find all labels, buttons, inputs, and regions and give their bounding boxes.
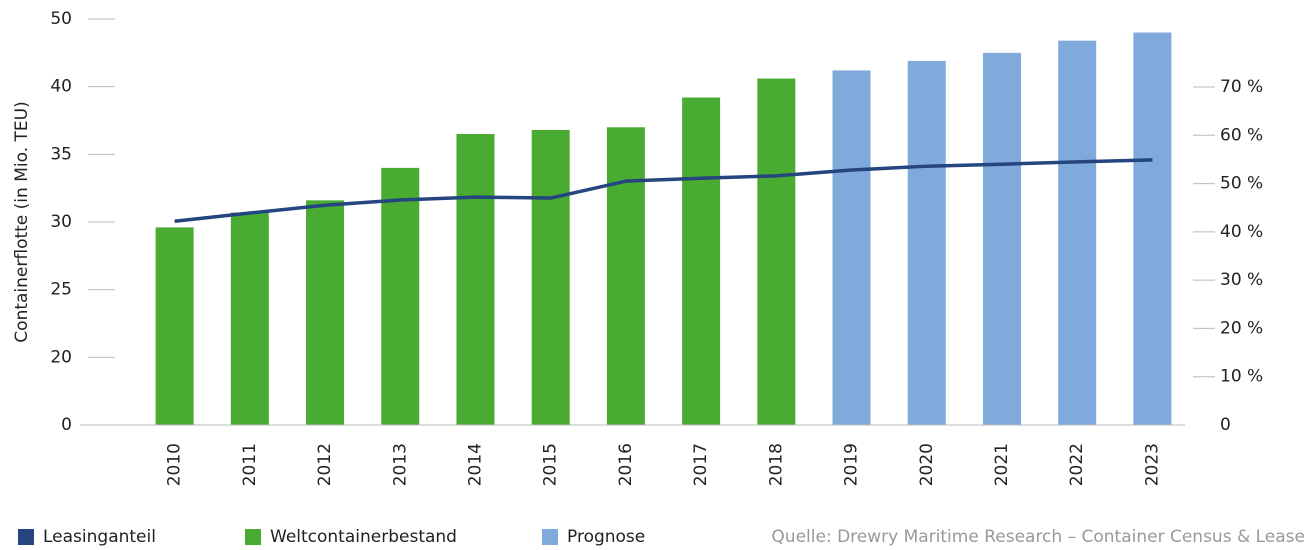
x-tick-label: 2010 [165,443,185,486]
bar [456,134,495,426]
x-tick-label: 2021 [992,443,1012,486]
x-tick-label: 2014 [465,443,485,486]
bar [606,127,645,426]
y-tick-label: 40 [50,77,72,97]
x-tick-label: 2020 [917,443,937,486]
bar [1058,40,1097,426]
y-tick-label: 25 [50,280,72,300]
legend-label: Weltcontainerbestand [270,527,457,547]
y2-tick-label: 20 % [1220,318,1263,338]
x-tick-label: 2022 [1067,443,1087,486]
x-tick-label: 2016 [616,443,636,486]
y-tick-label: 20 [50,347,72,367]
y2-tick-label: 50 % [1220,174,1263,194]
y2-tick-label: 10 % [1220,367,1263,387]
bar [531,129,570,425]
bar [1133,32,1172,426]
legend-label: Leasinganteil [43,527,156,547]
x-tick-label: 2018 [766,443,786,486]
bar [155,227,194,425]
y-tick-label: 50 [50,9,72,29]
x-tick-label: 2017 [691,443,711,486]
x-tick-label: 2019 [842,443,862,486]
x-tick-label: 2023 [1142,443,1162,486]
bar [306,200,345,425]
legend-swatch [245,529,261,545]
x-tick-label: 2015 [541,443,561,486]
y-tick-label: 35 [50,144,72,164]
y-axis-label: Containerflotte (in Mio. TEU) [12,101,32,342]
legend-swatch [18,529,34,545]
bar [832,70,871,425]
y-tick-label: 0 [61,415,72,435]
bar [381,167,420,425]
y-tick-label: 30 [50,212,72,232]
y2-tick-label: 60 % [1220,125,1263,145]
bar [230,212,269,425]
x-tick-label: 2011 [240,443,260,486]
bar [757,78,796,426]
legend-swatch [542,529,558,545]
y2-tick-label: 40 % [1220,222,1263,242]
x-tick-label: 2013 [390,443,410,486]
y2-tick-label: 30 % [1220,270,1263,290]
bar [982,52,1021,425]
x-tick-label: 2012 [315,443,335,486]
legend-label: Prognose [567,527,645,547]
y2-tick-label: 0 [1220,415,1231,435]
y2-tick-label: 70 % [1220,77,1263,97]
bar [682,97,721,425]
source: Quelle: Drewry Maritime Research – Conta… [771,527,1305,547]
bar [907,60,946,425]
line [174,158,1153,223]
